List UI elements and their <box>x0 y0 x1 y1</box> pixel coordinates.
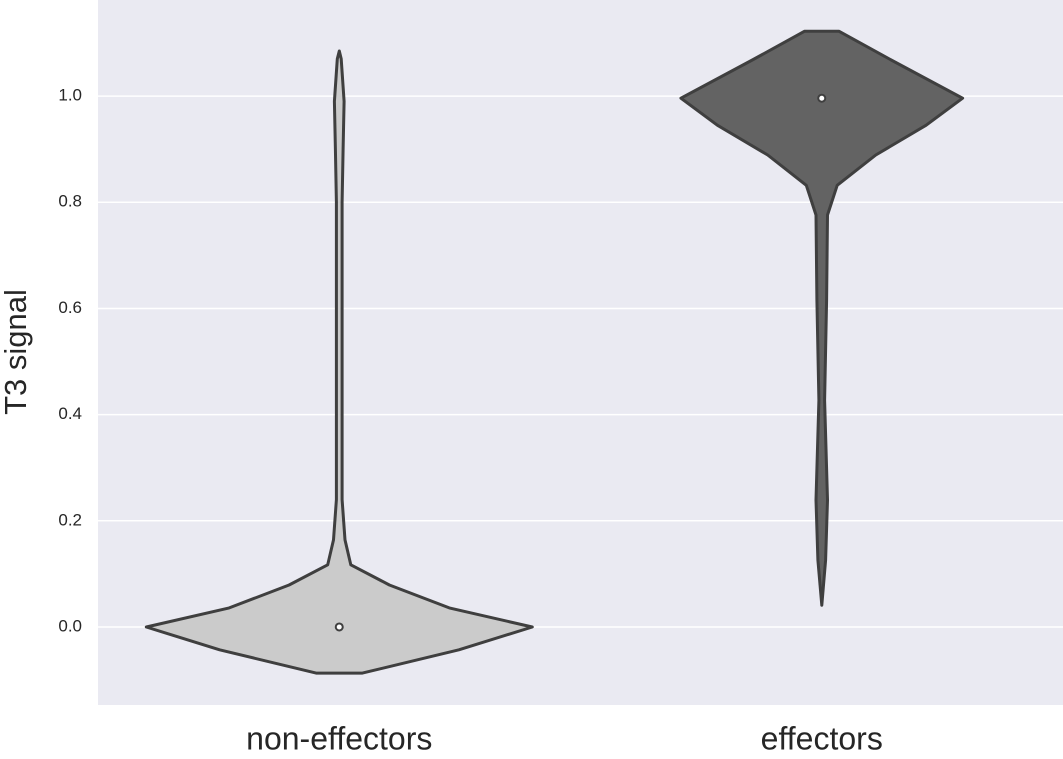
y-tick-label: 0.8 <box>58 192 82 211</box>
median-marker <box>817 93 827 103</box>
y-tick-label: 0.6 <box>58 298 82 317</box>
y-tick-label: 0.0 <box>58 616 82 635</box>
y-tick-label: 1.0 <box>58 86 82 105</box>
x-tick-label: effectors <box>761 720 883 756</box>
violin <box>679 29 965 607</box>
x-tick-label: non-effectors <box>246 720 432 756</box>
violin <box>144 49 534 675</box>
y-tick-label: 0.2 <box>58 510 82 529</box>
y-axis-label: T3 signal <box>0 289 33 415</box>
y-tick-label: 0.4 <box>58 404 82 423</box>
median-marker <box>334 622 344 632</box>
